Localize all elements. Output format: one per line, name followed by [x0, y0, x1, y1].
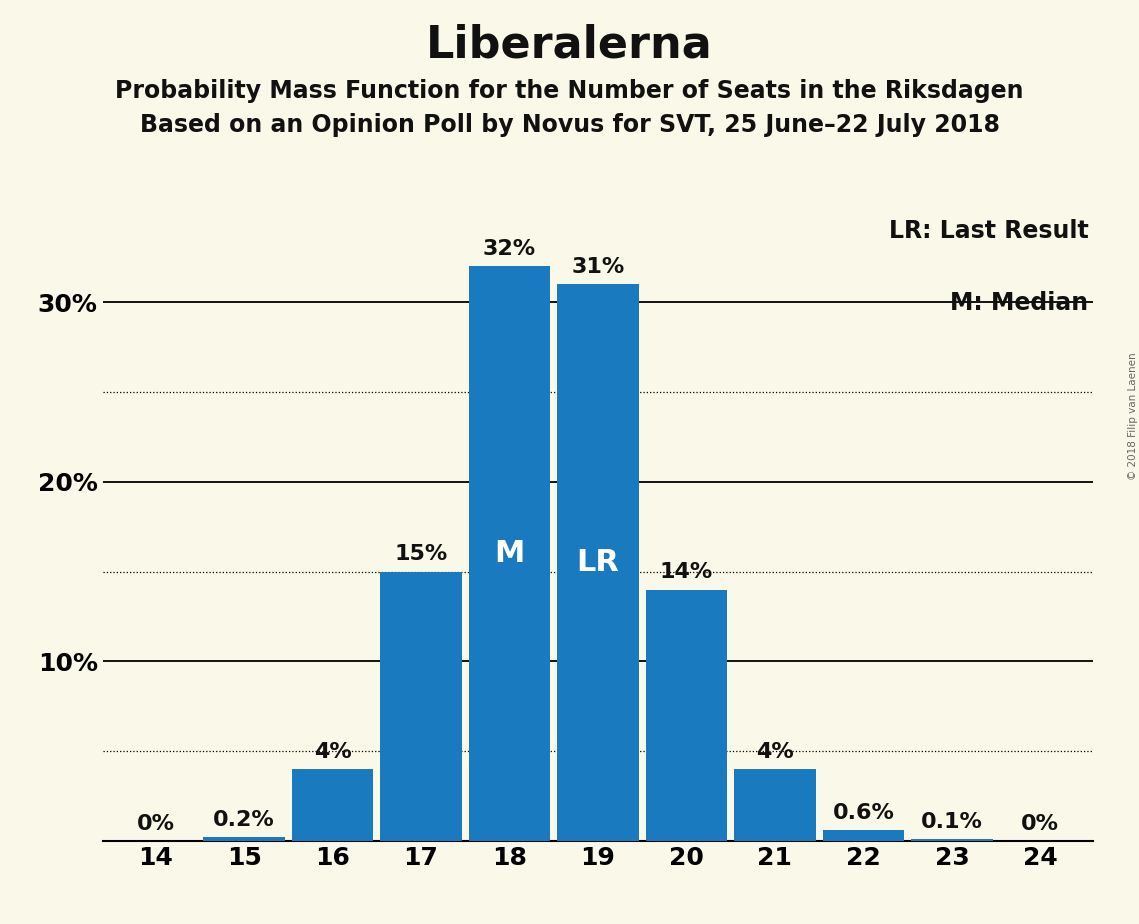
Text: © 2018 Filip van Laenen: © 2018 Filip van Laenen	[1129, 352, 1138, 480]
Text: 0.2%: 0.2%	[213, 810, 274, 830]
Text: Probability Mass Function for the Number of Seats in the Riksdagen: Probability Mass Function for the Number…	[115, 79, 1024, 103]
Text: 0.1%: 0.1%	[921, 812, 983, 832]
Text: 32%: 32%	[483, 239, 536, 260]
Bar	[646, 590, 727, 841]
Text: 31%: 31%	[572, 257, 624, 277]
Bar	[735, 769, 816, 841]
Text: LR: LR	[576, 548, 620, 578]
Text: 4%: 4%	[756, 742, 794, 762]
Bar	[557, 285, 639, 841]
Text: M: M	[494, 539, 525, 568]
Text: M: Median: M: Median	[950, 291, 1089, 315]
Text: LR: Last Result: LR: Last Result	[888, 219, 1089, 243]
Bar	[469, 266, 550, 841]
Bar	[292, 769, 374, 841]
Text: 15%: 15%	[394, 544, 448, 565]
Text: 0.6%: 0.6%	[833, 803, 894, 823]
Bar	[911, 839, 992, 841]
Text: 0%: 0%	[137, 814, 174, 833]
Bar	[822, 830, 904, 841]
Text: Based on an Opinion Poll by Novus for SVT, 25 June–22 July 2018: Based on an Opinion Poll by Novus for SV…	[139, 113, 1000, 137]
Text: 4%: 4%	[313, 742, 352, 762]
Bar	[380, 572, 461, 841]
Text: 0%: 0%	[1022, 814, 1059, 833]
Bar	[204, 837, 285, 841]
Text: 14%: 14%	[659, 563, 713, 582]
Text: Liberalerna: Liberalerna	[426, 23, 713, 67]
